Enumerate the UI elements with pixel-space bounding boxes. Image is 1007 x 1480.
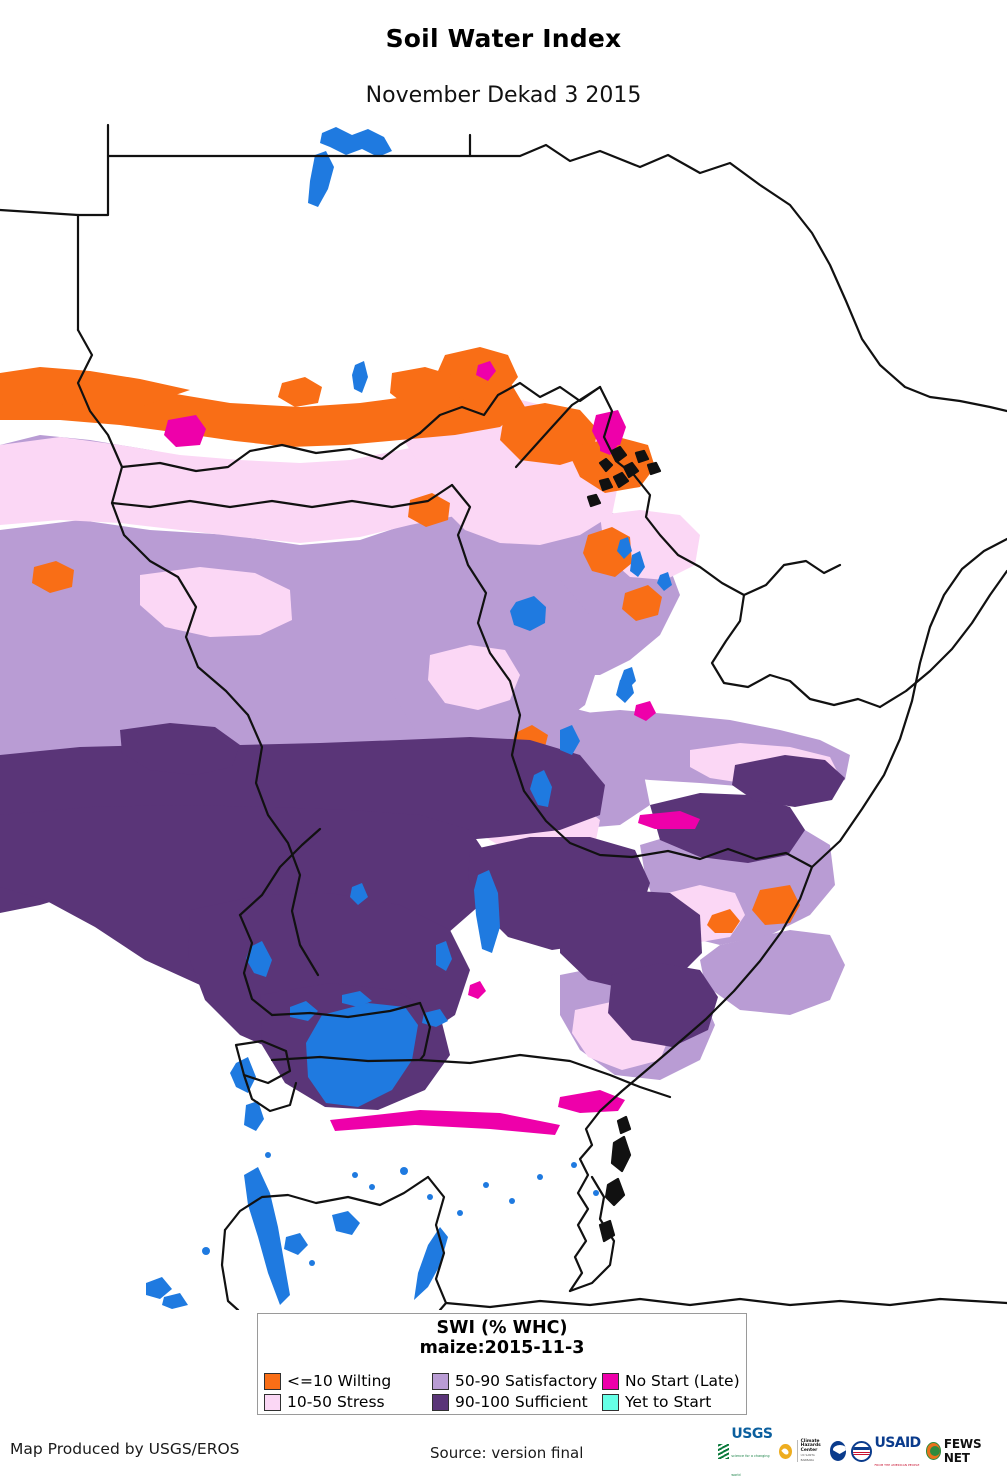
legend-swatch-no-start-late [602, 1373, 619, 1390]
legend-label-satisfactory: 50-90 Satisfactory [455, 1372, 598, 1390]
chc-logo: Climate Hazards Center UC SANTA BARBARA [796, 1438, 825, 1463]
water-bodies [146, 127, 672, 1309]
legend-swatch-stress [264, 1394, 281, 1411]
page-subtitle: November Dekad 3 2015 [365, 83, 642, 108]
usaid-seal-icon [851, 1440, 873, 1462]
usgs-logo-tagline: science for a changing world [731, 1453, 770, 1477]
legend-subtitle: maize:2015-11-3 [419, 1338, 585, 1358]
chc-line1: Climate [800, 1438, 820, 1444]
map-legend: SWI (% WHC) maize:2015-11-3 <=10 Wilting… [257, 1313, 747, 1415]
legend-item-yet-to-start[interactable]: Yet to Start [602, 1394, 742, 1411]
footer-source: Source: version final [430, 1444, 584, 1462]
legend-swatch-yet-to-start [602, 1394, 619, 1411]
chc-tagline: UC SANTA BARBARA [800, 1453, 815, 1462]
legend-item-stress[interactable]: 10-50 Stress [264, 1394, 432, 1411]
chc-drop-icon [779, 1443, 792, 1459]
map-svg [0, 115, 1007, 1310]
usaid-logo-tagline: FROM THE AMERICAN PEOPLE [874, 1463, 920, 1467]
legend-items: <=10 Wilting 50-90 Satisfactory No Start… [264, 1371, 742, 1413]
usaid-logo: USAID FROM THE AMERICAN PEOPLE [851, 1432, 921, 1470]
country-boundaries [0, 123, 1007, 1310]
legend-label-no-start-late: No Start (Late) [625, 1372, 740, 1390]
legend-item-no-start-late[interactable]: No Start (Late) [602, 1373, 742, 1390]
usaid-text-group: USAID FROM THE AMERICAN PEOPLE [874, 1432, 921, 1470]
legend-label-stress: 10-50 Stress [287, 1393, 385, 1411]
noaa-logo-icon [829, 1441, 847, 1461]
fewsnet-logo-text: FEWS NET [943, 1437, 982, 1465]
usgs-logo-text: USGS [731, 1425, 773, 1442]
fewsnet-globe-icon [925, 1442, 941, 1460]
chc-line2: Hazards [800, 1443, 821, 1449]
class-lte-10-wilting [0, 347, 800, 933]
legend-label-sufficient: 90-100 Sufficient [455, 1393, 588, 1411]
usgs-mark-icon [718, 1443, 730, 1459]
usgs-logo-text-group: USGS science for a changing world [731, 1423, 774, 1480]
swi-raster-layer [0, 347, 850, 1135]
usgs-logo: USGS science for a changing world [718, 1423, 774, 1480]
footer-logos: USGS science for a changing world Climat… [718, 1427, 1000, 1477]
legend-title: SWI (% WHC) [436, 1318, 568, 1338]
usaid-logo-text: USAID [874, 1435, 921, 1451]
page-title: Soil Water Index [385, 24, 622, 53]
legend-label-yet-to-start: Yet to Start [625, 1393, 712, 1411]
class-no-start-late [164, 361, 700, 1135]
legend-label-wilting: <=10 Wilting [287, 1372, 392, 1390]
map-canvas[interactable] [0, 115, 1007, 1310]
fewsnet-logo: FEWS NET [925, 1437, 1000, 1465]
legend-item-sufficient[interactable]: 90-100 Sufficient [432, 1394, 602, 1411]
legend-item-satisfactory[interactable]: 50-90 Satisfactory [432, 1373, 602, 1390]
footer-produced-by: Map Produced by USGS/EROS [10, 1440, 240, 1458]
legend-swatch-satisfactory [432, 1373, 449, 1390]
chc-line3: Center [800, 1447, 818, 1453]
legend-swatch-wilting [264, 1373, 281, 1390]
legend-item-wilting[interactable]: <=10 Wilting [264, 1373, 432, 1390]
legend-swatch-sufficient [432, 1394, 449, 1411]
